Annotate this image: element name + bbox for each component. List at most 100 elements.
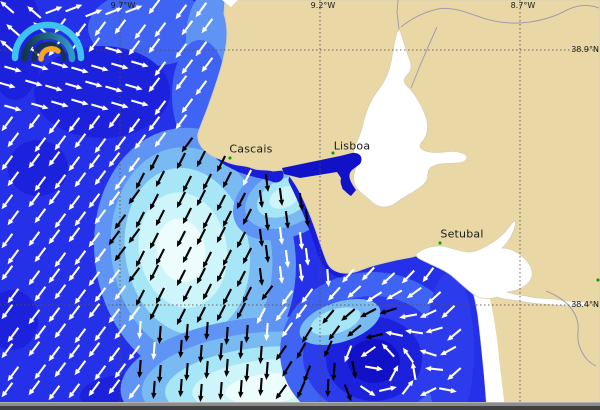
station-marker xyxy=(596,278,600,282)
vector-arrow xyxy=(154,22,167,38)
vector-arrow xyxy=(175,43,188,59)
vector-arrow xyxy=(85,9,103,18)
vector-arrow xyxy=(216,155,227,172)
vector-arrow xyxy=(28,309,41,325)
ocean-band xyxy=(8,140,68,196)
vector-arrow xyxy=(74,172,87,188)
vector-arrow xyxy=(258,267,265,286)
vector-arrow xyxy=(175,75,188,91)
vector-arrow xyxy=(68,117,81,133)
vector-arrow xyxy=(51,100,69,108)
vector-arrow xyxy=(343,384,352,402)
vector-arrow xyxy=(360,345,377,358)
vector-arrow xyxy=(94,248,107,264)
vector-arrow xyxy=(236,302,247,319)
vector-arrow xyxy=(128,118,141,134)
vector-arrow xyxy=(71,98,89,106)
vector-arrow xyxy=(198,383,204,402)
vector-arrow xyxy=(222,171,233,188)
vector-arrow xyxy=(157,364,163,383)
vector-arrow xyxy=(425,366,444,372)
vector-arrow xyxy=(242,247,253,264)
vector-arrow xyxy=(303,365,312,383)
vector-arrow xyxy=(74,133,87,149)
logo-arc-orange xyxy=(38,46,61,62)
vector-arrow xyxy=(222,288,233,305)
vector-arrow xyxy=(359,385,376,396)
vector-arrow xyxy=(175,114,188,130)
vector-arrow xyxy=(196,228,207,245)
vector-arrow xyxy=(419,387,437,396)
vector-arrow xyxy=(381,343,395,358)
vector-arrow xyxy=(258,345,264,364)
vector-arrow xyxy=(202,173,213,190)
vector-arrow xyxy=(204,321,210,340)
vector-arrow xyxy=(28,341,41,357)
vector-arrow xyxy=(425,326,443,334)
vector-arrow xyxy=(284,249,291,268)
tejo-channel xyxy=(282,152,362,196)
vector-arrow xyxy=(6,24,21,37)
vector-arrow xyxy=(28,231,41,247)
vector-arrow xyxy=(176,152,187,169)
vector-arrow xyxy=(344,345,353,363)
vector-arrow xyxy=(28,270,41,286)
vector-arrow xyxy=(54,323,67,339)
vector-arrow xyxy=(48,385,61,401)
vector-arrow xyxy=(114,363,127,379)
vector-arrow xyxy=(128,157,141,173)
vector-arrow xyxy=(88,271,101,287)
vector-arrow xyxy=(31,102,49,110)
vector-arrow xyxy=(34,325,47,341)
vector-arrow xyxy=(364,365,383,372)
vector-arrow xyxy=(154,61,167,77)
vector-arrow xyxy=(94,209,107,225)
vector-arrow xyxy=(134,24,147,40)
vector-arrow xyxy=(91,103,109,111)
vector-arrow xyxy=(135,211,146,228)
vector-arrow xyxy=(125,5,143,14)
vector-arrow xyxy=(94,365,107,381)
vector-arrow xyxy=(149,154,160,171)
vector-arrow xyxy=(34,286,47,302)
place-label-lisboa: Lisboa xyxy=(333,139,371,153)
vector-arrow xyxy=(114,19,127,35)
vector-arrow xyxy=(264,244,271,263)
vector-arrow xyxy=(114,246,127,262)
vector-arrow xyxy=(447,367,462,380)
vector-arrow xyxy=(149,303,160,320)
vector-arrow xyxy=(114,324,127,340)
vector-arrow xyxy=(181,59,194,75)
vector-arrow xyxy=(74,360,87,376)
vector-arrow xyxy=(379,307,397,315)
vector-arrow xyxy=(131,99,149,107)
vector-arrow xyxy=(28,153,41,169)
station-marker xyxy=(438,241,442,245)
vector-arrow xyxy=(244,324,250,343)
vector-arrow xyxy=(1,155,14,171)
vector-arrow xyxy=(128,267,141,283)
vector-arrow xyxy=(1,304,14,320)
vector-arrow xyxy=(401,379,414,395)
vector-arrow xyxy=(105,7,123,16)
vector-arrow xyxy=(28,114,41,130)
vector-arrow xyxy=(181,137,194,153)
vector-arrow xyxy=(202,212,213,229)
vector-arrow xyxy=(155,209,166,226)
vector-arrow xyxy=(202,283,213,300)
vector-arrow xyxy=(48,119,61,135)
vector-arrow xyxy=(176,230,187,247)
vector-arrow xyxy=(178,378,184,397)
vector-arrow xyxy=(401,269,415,284)
vector-arrow xyxy=(282,360,293,377)
meridian-label: 8.7°W xyxy=(510,1,536,10)
vector-arrow xyxy=(7,366,20,382)
vector-arrow xyxy=(74,211,87,227)
vector-arrow xyxy=(54,135,67,151)
vector-arrow xyxy=(402,347,414,363)
vector-arrow xyxy=(341,308,356,321)
vector-arrow xyxy=(1,265,14,281)
vector-arrow xyxy=(304,247,311,266)
